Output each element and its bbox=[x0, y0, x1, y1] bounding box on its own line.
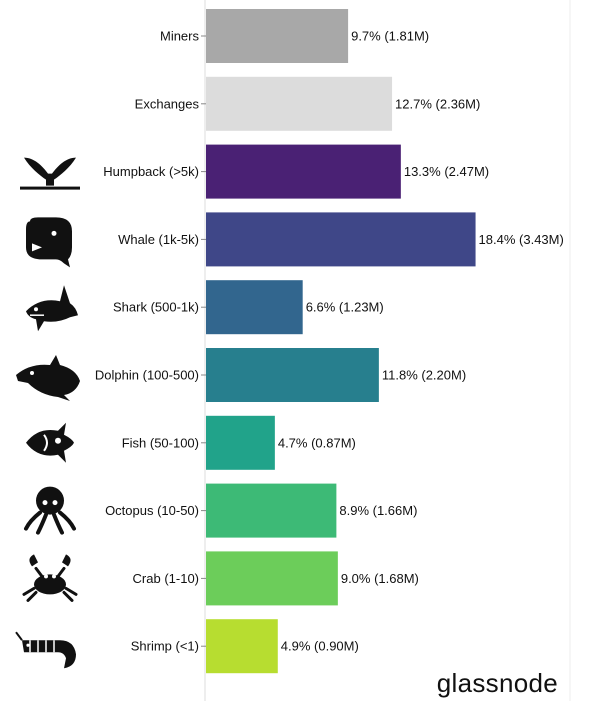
category-label: Miners bbox=[160, 29, 200, 44]
bar bbox=[206, 144, 401, 199]
bar bbox=[206, 619, 278, 674]
crab-icon bbox=[22, 554, 78, 602]
bar bbox=[206, 415, 275, 470]
category-label: Shrimp (<1) bbox=[131, 639, 199, 654]
category-label: Shark (500-1k) bbox=[113, 300, 199, 315]
icons-layer bbox=[15, 157, 80, 669]
data-label: 4.7% (0.87M) bbox=[278, 435, 356, 450]
bar bbox=[206, 280, 303, 335]
data-label: 4.9% (0.90M) bbox=[281, 639, 359, 654]
shark-icon bbox=[26, 285, 78, 332]
bar bbox=[206, 212, 476, 267]
data-label: 6.6% (1.23M) bbox=[306, 300, 384, 315]
bars-layer: Miners 9.7% (1.81M) Exchanges 12.7% (2.36M)… bbox=[95, 9, 564, 674]
data-label: 8.9% (1.66M) bbox=[339, 503, 417, 518]
whale-tail-icon bbox=[20, 157, 80, 190]
bar bbox=[206, 9, 349, 63]
data-label: 11.8% (2.20M) bbox=[382, 368, 466, 383]
data-label: 13.3% (2.47M) bbox=[404, 164, 489, 179]
data-label: 12.7% (2.36M) bbox=[395, 96, 480, 111]
bar bbox=[206, 348, 379, 402]
category-label: Exchanges bbox=[135, 96, 200, 111]
category-label: Fish (50-100) bbox=[122, 435, 199, 450]
bar bbox=[206, 76, 393, 131]
bar bbox=[206, 483, 337, 538]
dolphin-icon bbox=[16, 355, 80, 401]
data-label: 9.0% (1.68M) bbox=[341, 571, 419, 586]
data-label: 18.4% (3.43M) bbox=[479, 232, 564, 247]
bar bbox=[206, 551, 338, 606]
category-label: Crab (1-10) bbox=[133, 571, 199, 586]
category-label: Whale (1k-5k) bbox=[118, 232, 199, 247]
octopus-icon bbox=[24, 486, 76, 535]
shrimp-icon bbox=[15, 631, 76, 669]
whale-icon bbox=[26, 217, 72, 268]
category-label: Humpback (>5k) bbox=[103, 164, 199, 179]
glassnode-logo: glassnode bbox=[436, 668, 558, 698]
data-label: 9.7% (1.81M) bbox=[351, 29, 429, 44]
category-label: Octopus (10-50) bbox=[105, 503, 199, 518]
fish-icon bbox=[26, 422, 74, 463]
category-label: Dolphin (100-500) bbox=[95, 368, 199, 383]
